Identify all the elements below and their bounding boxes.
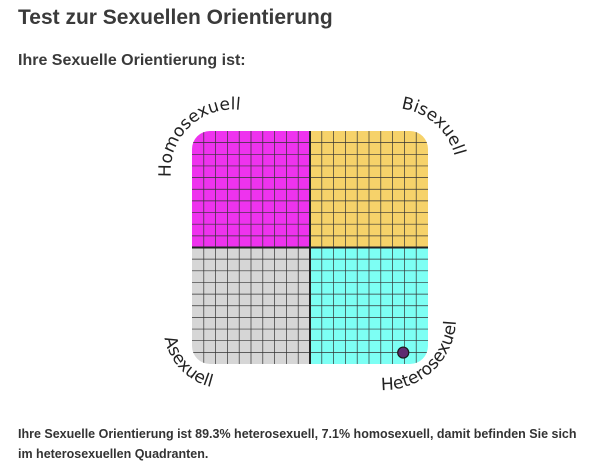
result-heading: Ihre Sexuelle Orientierung ist: xyxy=(18,52,246,69)
result-marker xyxy=(397,346,410,359)
result-summary: Ihre Sexuelle Orientierung ist 89.3% het… xyxy=(18,427,577,461)
page-title: Test zur Sexuellen Orientierung xyxy=(18,6,333,29)
